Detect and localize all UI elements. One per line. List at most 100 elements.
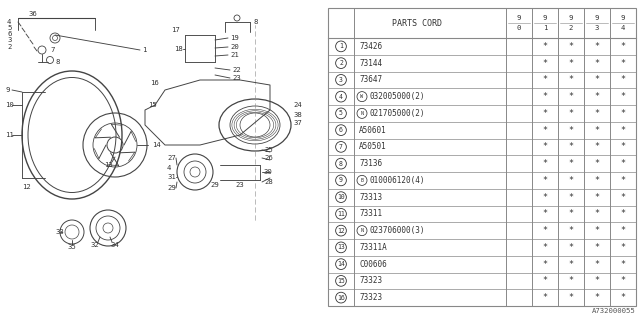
Text: *: * — [568, 193, 573, 202]
Text: *: * — [568, 42, 573, 51]
Text: 9: 9 — [339, 177, 343, 183]
Text: A50601: A50601 — [359, 126, 387, 135]
Text: *: * — [543, 159, 547, 168]
Text: 30: 30 — [264, 169, 273, 175]
Text: W: W — [360, 94, 364, 99]
Text: 9: 9 — [5, 87, 10, 93]
Text: 2: 2 — [569, 25, 573, 31]
Text: *: * — [621, 42, 625, 51]
Text: 8: 8 — [56, 59, 60, 65]
Text: *: * — [568, 260, 573, 268]
Text: *: * — [595, 176, 600, 185]
Text: 3: 3 — [595, 25, 599, 31]
Text: 21: 21 — [230, 52, 239, 58]
Text: *: * — [543, 92, 547, 101]
Text: *: * — [568, 142, 573, 151]
Text: 2: 2 — [7, 44, 12, 50]
Text: *: * — [595, 226, 600, 235]
Text: 73136: 73136 — [359, 159, 382, 168]
Text: *: * — [595, 293, 600, 302]
Text: *: * — [595, 193, 600, 202]
Text: *: * — [595, 59, 600, 68]
Text: *: * — [621, 126, 625, 135]
Text: *: * — [595, 260, 600, 268]
Text: *: * — [621, 293, 625, 302]
Text: 7: 7 — [339, 144, 343, 150]
Text: *: * — [543, 76, 547, 84]
Text: *: * — [568, 226, 573, 235]
Text: *: * — [543, 109, 547, 118]
Text: 31: 31 — [167, 174, 176, 180]
Text: 8: 8 — [253, 19, 257, 25]
Text: 73323: 73323 — [359, 276, 382, 285]
Text: *: * — [568, 276, 573, 285]
Text: *: * — [543, 126, 547, 135]
Text: B: B — [360, 178, 364, 183]
Text: 22: 22 — [232, 67, 241, 73]
Text: 4: 4 — [167, 165, 172, 171]
Text: *: * — [595, 109, 600, 118]
Text: *: * — [543, 193, 547, 202]
Text: 29: 29 — [211, 182, 220, 188]
Text: 3: 3 — [7, 37, 12, 43]
Text: 021705000(2): 021705000(2) — [369, 109, 424, 118]
Text: 13: 13 — [104, 162, 113, 168]
Text: 73311A: 73311A — [359, 243, 387, 252]
Text: *: * — [595, 276, 600, 285]
Text: 17: 17 — [172, 27, 180, 33]
Text: 15: 15 — [148, 102, 157, 108]
Text: A732000055: A732000055 — [592, 308, 636, 314]
Text: 9: 9 — [543, 15, 547, 21]
Text: 73426: 73426 — [359, 42, 382, 51]
Text: *: * — [568, 59, 573, 68]
Text: 23: 23 — [232, 75, 241, 81]
Text: *: * — [543, 42, 547, 51]
Text: *: * — [621, 109, 625, 118]
Text: 33: 33 — [55, 229, 64, 235]
Text: PARTS CORD: PARTS CORD — [392, 19, 442, 28]
Text: 16: 16 — [150, 80, 159, 86]
Text: 2: 2 — [339, 60, 343, 66]
Bar — [328, 8, 636, 306]
Text: 20: 20 — [230, 44, 239, 50]
Text: *: * — [595, 42, 600, 51]
Text: 35: 35 — [68, 244, 76, 250]
Text: 10: 10 — [337, 194, 345, 200]
Text: *: * — [595, 92, 600, 101]
Text: *: * — [595, 243, 600, 252]
Text: N: N — [360, 228, 364, 233]
Text: *: * — [621, 260, 625, 268]
Text: *: * — [595, 159, 600, 168]
Text: C00606: C00606 — [359, 260, 387, 268]
Text: *: * — [568, 109, 573, 118]
Text: *: * — [595, 209, 600, 218]
Text: *: * — [543, 260, 547, 268]
Text: 18: 18 — [174, 46, 183, 52]
Text: 73311: 73311 — [359, 209, 382, 218]
Text: 3: 3 — [339, 77, 343, 83]
Text: *: * — [568, 159, 573, 168]
Text: *: * — [621, 226, 625, 235]
Text: 4: 4 — [7, 19, 12, 25]
Text: 27: 27 — [167, 155, 176, 161]
Text: *: * — [621, 243, 625, 252]
Text: 1: 1 — [142, 47, 147, 53]
Text: 010006120(4): 010006120(4) — [369, 176, 424, 185]
Text: 73647: 73647 — [359, 76, 382, 84]
Text: *: * — [543, 276, 547, 285]
Text: *: * — [568, 126, 573, 135]
Text: *: * — [621, 159, 625, 168]
Text: 5: 5 — [7, 25, 12, 31]
Text: 6: 6 — [339, 127, 343, 133]
Text: *: * — [595, 142, 600, 151]
Text: 73144: 73144 — [359, 59, 382, 68]
Text: 73313: 73313 — [359, 193, 382, 202]
Text: 032005000(2): 032005000(2) — [369, 92, 424, 101]
Text: 29: 29 — [167, 185, 176, 191]
Text: 4: 4 — [339, 94, 343, 100]
Text: 36: 36 — [29, 11, 37, 17]
Text: 28: 28 — [264, 179, 273, 185]
Text: 10: 10 — [5, 102, 13, 108]
Text: *: * — [621, 59, 625, 68]
Text: *: * — [543, 209, 547, 218]
